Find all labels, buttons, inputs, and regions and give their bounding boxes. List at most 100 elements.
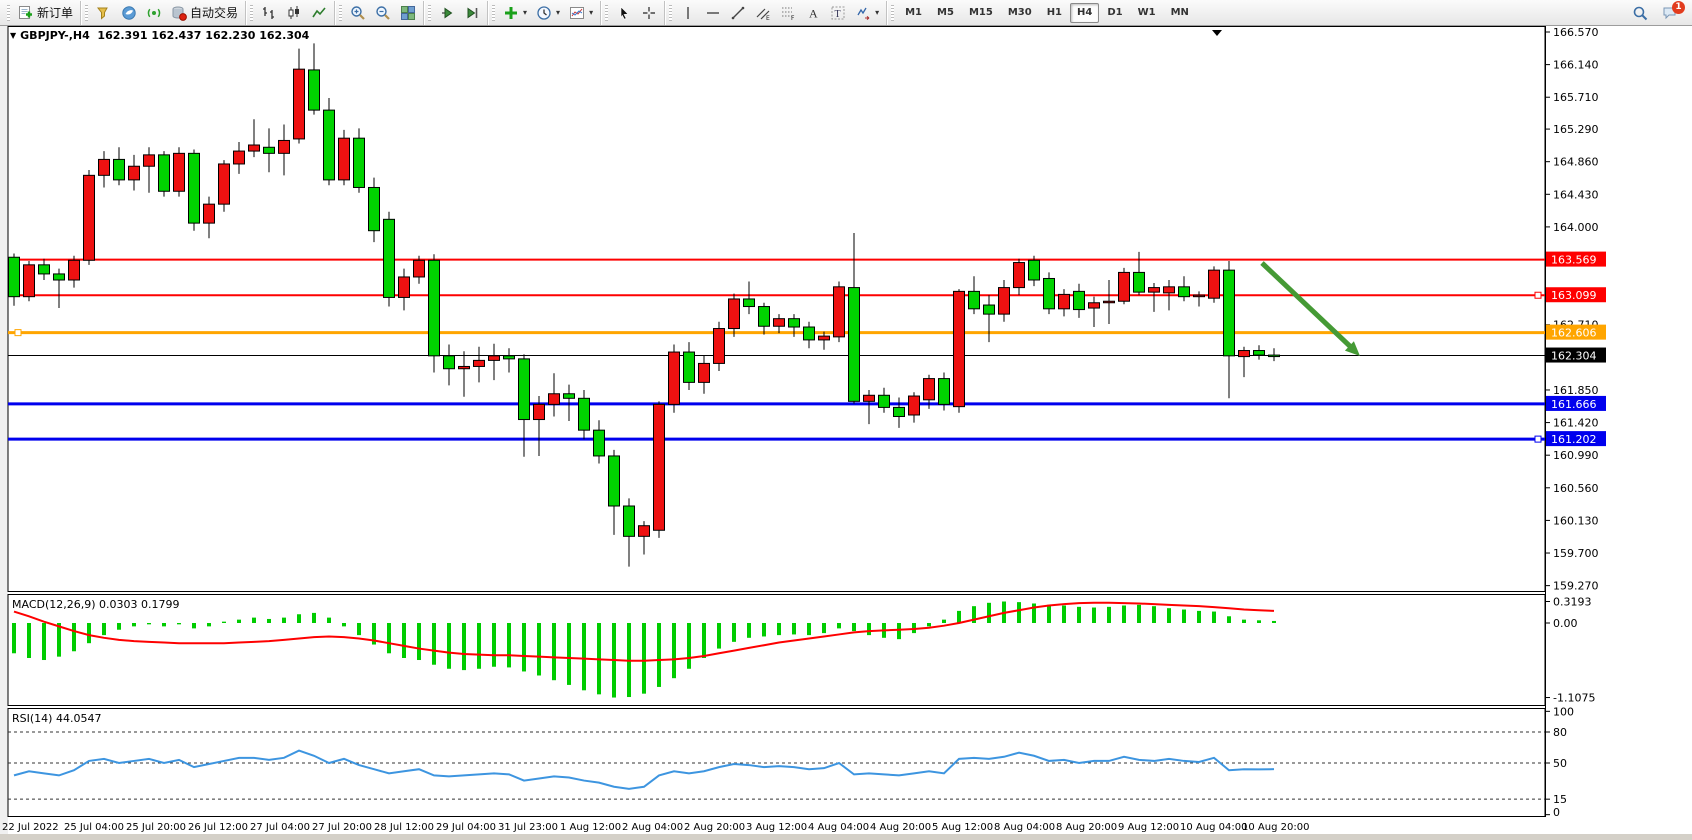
date-label: 5 Aug 12:00 <box>932 822 993 833</box>
autotrade-button[interactable]: 自动交易 <box>167 2 242 24</box>
date-label: 2 Aug 04:00 <box>622 822 683 833</box>
cursor-button[interactable] <box>612 2 636 24</box>
rsi-current-value: 44.0547 <box>55 712 102 725</box>
macd-bar <box>147 623 151 625</box>
zoom-out-button[interactable] <box>371 2 395 24</box>
signals-button[interactable] <box>142 2 166 24</box>
svg-text:164.000: 164.000 <box>1553 221 1599 234</box>
periods-icon <box>536 5 552 21</box>
svg-text:50: 50 <box>1553 757 1567 770</box>
candle <box>758 306 770 327</box>
line-handle[interactable] <box>14 329 22 337</box>
price-badge <box>1546 347 1606 363</box>
candle <box>1223 269 1235 357</box>
rsi-panel[interactable]: 100 80 50 150 <box>8 705 1574 819</box>
macd-bar <box>1242 619 1246 623</box>
toolbar-grip[interactable] <box>605 4 609 21</box>
timeframe-m1-button[interactable]: M1 <box>905 7 923 18</box>
toolbar-grip[interactable] <box>250 4 254 21</box>
timeframe-m5-button[interactable]: M5 <box>937 7 954 18</box>
tile-windows-icon <box>400 5 416 21</box>
date-label: 28 Jul 12:00 <box>374 822 434 833</box>
macd-bar <box>567 623 571 685</box>
search-button[interactable] <box>1628 2 1652 24</box>
toolbar-grip[interactable] <box>85 4 89 21</box>
candle <box>503 355 515 360</box>
templates-button[interactable]: ▾ <box>565 2 597 24</box>
notification-badge: 1 <box>1672 0 1685 14</box>
chart-window: 166.570 166.140 165.710 165.290 164.860 164.4… <box>0 26 1692 840</box>
candle <box>533 403 545 421</box>
timeframe-d1-button[interactable]: D1 <box>1107 7 1123 18</box>
new-order-icon <box>18 5 34 21</box>
chart-line-button[interactable] <box>307 2 331 24</box>
timeframe-w1-button[interactable]: W1 <box>1137 7 1156 18</box>
candle <box>233 150 245 165</box>
hline-button[interactable] <box>701 2 725 24</box>
candle <box>68 259 80 281</box>
hline-icon <box>705 5 721 21</box>
zoom-in-button[interactable] <box>346 2 370 24</box>
collapse-triangle-icon[interactable]: ▼ <box>10 31 17 40</box>
line-handle[interactable] <box>1534 291 1542 299</box>
macd-bar <box>747 623 751 638</box>
macd-bar <box>282 617 286 623</box>
date-label: 10 Aug 20:00 <box>1242 822 1309 833</box>
text-a-button[interactable]: A <box>801 2 825 24</box>
auto-scroll-button[interactable] <box>435 2 459 24</box>
vline-button[interactable] <box>676 2 700 24</box>
periods-button[interactable]: ▾ <box>532 2 564 24</box>
fibonacci-button[interactable]: F <box>776 2 800 24</box>
macd-bar <box>192 623 196 629</box>
chart-canvas[interactable]: 166.570 166.140 165.710 165.290 164.860 164.4… <box>0 26 1692 840</box>
candle <box>563 393 575 399</box>
tile-windows-button[interactable] <box>396 2 420 24</box>
community-button[interactable] <box>117 2 141 24</box>
toolbar-grip[interactable] <box>339 4 343 21</box>
chart-shift-button[interactable] <box>460 2 484 24</box>
new-order-button[interactable]: 新订单 <box>14 2 77 24</box>
toolbar-group-zoom <box>335 0 423 25</box>
indicators-button[interactable]: ▾ <box>499 2 531 24</box>
toolbar-grip[interactable] <box>891 4 895 21</box>
toolbar-grip[interactable] <box>492 4 496 21</box>
style-brush-button[interactable] <box>92 2 116 24</box>
macd-panel[interactable]: 0.3193 0.00 -1.1075 <box>12 596 1595 705</box>
chart-bars-button[interactable] <box>257 2 281 24</box>
templates-icon <box>569 5 585 21</box>
chat-button[interactable]: 1 <box>1658 0 1685 24</box>
line-handle[interactable] <box>1534 435 1542 443</box>
macd-bar <box>1092 607 1096 623</box>
macd-bar <box>942 619 946 623</box>
timeframe-m15-button[interactable]: M15 <box>968 7 993 18</box>
date-label: 29 Jul 04:00 <box>436 822 496 833</box>
arrows-button[interactable]: ▾ <box>851 2 883 24</box>
timeframe-h4-button[interactable]: H4 <box>1070 2 1100 23</box>
crosshair-button[interactable] <box>637 2 661 24</box>
time-axis[interactable]: 22 Jul 2022 25 Jul 04:00 25 Jul 20:00 26 Ju… <box>2 822 1309 833</box>
toolbar-grip[interactable] <box>7 4 10 21</box>
timeframe-h1-button[interactable]: H1 <box>1046 7 1063 18</box>
macd-bar <box>387 623 391 654</box>
date-label: 1 Aug 12:00 <box>560 822 621 833</box>
chart-candles-button[interactable] <box>282 2 306 24</box>
timeframe-mn-button[interactable]: MN <box>1170 7 1189 18</box>
candle <box>818 335 830 341</box>
symbol-period-label: GBPJPY-,H4 <box>20 29 90 42</box>
trend-arrow[interactable] <box>1260 261 1360 356</box>
vline-icon <box>680 5 696 21</box>
candle <box>593 429 605 457</box>
channel-button[interactable]: E <box>751 2 775 24</box>
timeframe-m30-button[interactable]: M30 <box>1007 7 1032 18</box>
svg-text:161.850: 161.850 <box>1553 384 1599 397</box>
date-label: 2 Aug 20:00 <box>684 822 745 833</box>
svg-text:0.3193: 0.3193 <box>1553 596 1592 609</box>
toolbar-grip[interactable] <box>428 4 432 21</box>
shift-marker-icon[interactable] <box>1212 30 1222 36</box>
text-label-button[interactable]: T <box>826 2 850 24</box>
toolbar-grip[interactable] <box>669 4 673 21</box>
horizontal-level-lines[interactable]: 163.569 163.099 162.606 162.304 161.666 161.2… <box>8 251 1606 447</box>
candle <box>368 186 380 232</box>
candle <box>188 152 200 224</box>
trendline-button[interactable] <box>726 2 750 24</box>
